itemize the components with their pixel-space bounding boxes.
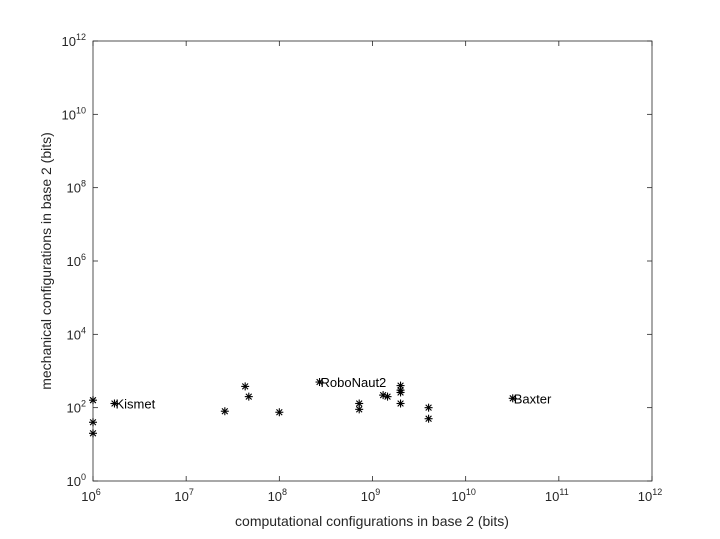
tick-labels: 106 107 108 109 1010 1011 1012 100 102 104 106 108 1… xyxy=(62,32,663,504)
point-label: RoboNaut2 xyxy=(321,375,387,390)
data-point xyxy=(89,429,97,438)
y-axis-label: mechanical configurations in base 2 (bit… xyxy=(38,132,54,390)
x-tick-label: 107 xyxy=(174,487,193,504)
y-tick-label: 108 xyxy=(67,179,86,196)
point-label: Baxter xyxy=(514,391,552,406)
y-tick-label: 100 xyxy=(67,472,86,489)
data-point xyxy=(275,408,284,417)
x-tick-label: 108 xyxy=(268,487,287,504)
point-annotations: Kismet RoboNaut2 Baxter xyxy=(115,375,552,411)
y-tick-label: 1010 xyxy=(62,105,86,122)
point-label: Kismet xyxy=(115,396,155,411)
data-point xyxy=(244,392,253,401)
x-tick-label: 1010 xyxy=(451,487,475,504)
axis-ticks xyxy=(92,40,653,482)
y-tick-label: 106 xyxy=(67,252,86,269)
x-tick-label: 106 xyxy=(81,487,100,504)
y-tick-label: 102 xyxy=(67,399,86,416)
data-point xyxy=(315,378,324,387)
data-point xyxy=(220,407,229,416)
data-point xyxy=(508,394,517,403)
data-point xyxy=(424,403,433,412)
x-axis-label: computational configurations in base 2 (… xyxy=(235,513,509,529)
data-point xyxy=(110,399,119,408)
data-point xyxy=(396,388,405,397)
y-tick-label: 1012 xyxy=(62,32,86,49)
data-point xyxy=(241,382,250,391)
data-point xyxy=(355,399,364,408)
data-point xyxy=(396,399,405,408)
data-point xyxy=(89,418,97,427)
data-point xyxy=(89,396,97,405)
data-points xyxy=(89,378,517,438)
x-tick-label: 109 xyxy=(361,487,380,504)
plot-area xyxy=(92,40,653,482)
x-tick-label: 1012 xyxy=(638,487,662,504)
data-point xyxy=(383,392,392,401)
data-point xyxy=(424,414,433,423)
y-tick-label: 104 xyxy=(67,325,86,342)
data-point xyxy=(355,405,364,414)
x-tick-label: 1011 xyxy=(545,487,569,504)
